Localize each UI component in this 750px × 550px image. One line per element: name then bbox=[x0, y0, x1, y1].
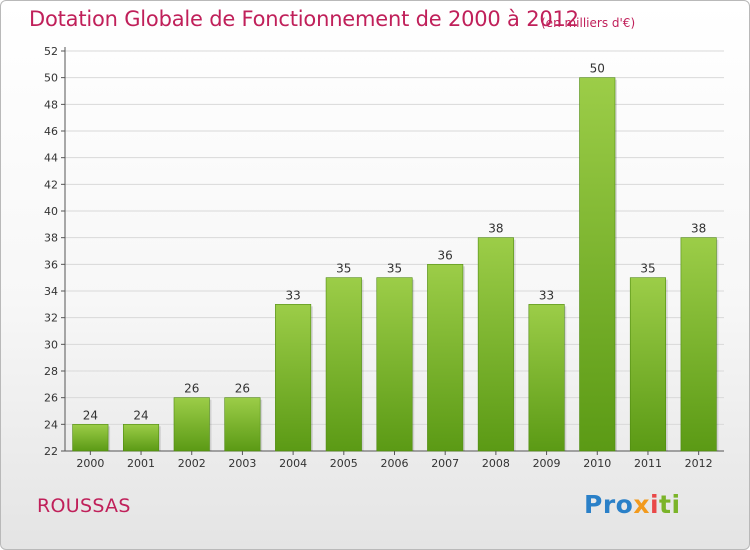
y-tick-label: 28 bbox=[44, 365, 58, 378]
bar bbox=[629, 277, 667, 452]
y-tick-label: 24 bbox=[44, 418, 58, 431]
y-tick-label: 42 bbox=[44, 178, 58, 191]
y-tick-label: 50 bbox=[44, 72, 58, 85]
data-label: 35 bbox=[640, 262, 655, 276]
y-tick-label: 34 bbox=[44, 285, 58, 298]
bar bbox=[325, 277, 362, 452]
bar bbox=[122, 424, 160, 452]
chart-title: Dotation Globale de Fonctionnement de 20… bbox=[29, 7, 579, 31]
data-label: 24 bbox=[133, 408, 148, 422]
x-tick-label: 2003 bbox=[228, 457, 256, 470]
bar bbox=[579, 77, 616, 452]
x-tick-label: 2004 bbox=[279, 457, 307, 470]
y-tick-label: 36 bbox=[44, 258, 58, 271]
bar bbox=[275, 304, 312, 452]
y-tick-label: 38 bbox=[44, 232, 58, 245]
data-label: 33 bbox=[539, 288, 554, 302]
x-tick-label: 2010 bbox=[583, 457, 611, 470]
data-label: 50 bbox=[590, 62, 605, 76]
x-tick-label: 2002 bbox=[178, 457, 206, 470]
bar bbox=[477, 237, 514, 452]
data-label: 33 bbox=[285, 288, 300, 302]
y-tick-label: 52 bbox=[44, 45, 58, 58]
data-label: 38 bbox=[488, 222, 503, 236]
commune-name: ROUSSAS bbox=[37, 495, 131, 517]
data-label: 36 bbox=[438, 248, 453, 262]
x-tick-label: 2005 bbox=[330, 457, 358, 470]
y-tick-label: 44 bbox=[44, 152, 58, 165]
x-tick-label: 2000 bbox=[76, 457, 104, 470]
bar bbox=[427, 264, 464, 452]
bar bbox=[528, 304, 565, 452]
bar bbox=[72, 424, 109, 452]
x-tick-label: 2012 bbox=[685, 457, 713, 470]
data-label: 35 bbox=[336, 262, 351, 276]
x-tick-label: 2011 bbox=[634, 457, 662, 470]
x-tick-label: 2008 bbox=[482, 457, 510, 470]
bar bbox=[173, 397, 210, 452]
y-tick-label: 26 bbox=[44, 392, 58, 405]
y-tick-label: 22 bbox=[44, 445, 58, 458]
y-tick-label: 32 bbox=[44, 312, 58, 325]
bar bbox=[224, 397, 261, 452]
data-label: 38 bbox=[691, 222, 706, 236]
x-tick-label: 2006 bbox=[381, 457, 409, 470]
y-tick-label: 40 bbox=[44, 205, 58, 218]
x-tick-label: 2007 bbox=[431, 457, 459, 470]
data-label: 24 bbox=[83, 408, 98, 422]
data-label: 35 bbox=[387, 262, 402, 276]
x-tick-label: 2009 bbox=[533, 457, 561, 470]
data-label: 26 bbox=[235, 382, 250, 396]
y-tick-label: 30 bbox=[44, 338, 58, 351]
chart-subtitle: (en milliers d'€) bbox=[541, 16, 636, 30]
y-tick-label: 46 bbox=[44, 125, 58, 138]
bar bbox=[680, 237, 717, 452]
x-tick-label: 2001 bbox=[127, 457, 155, 470]
bar bbox=[376, 277, 413, 452]
data-label: 26 bbox=[184, 382, 199, 396]
y-tick-label: 48 bbox=[44, 98, 58, 111]
proxiti-logo: Proxiti bbox=[584, 490, 681, 519]
